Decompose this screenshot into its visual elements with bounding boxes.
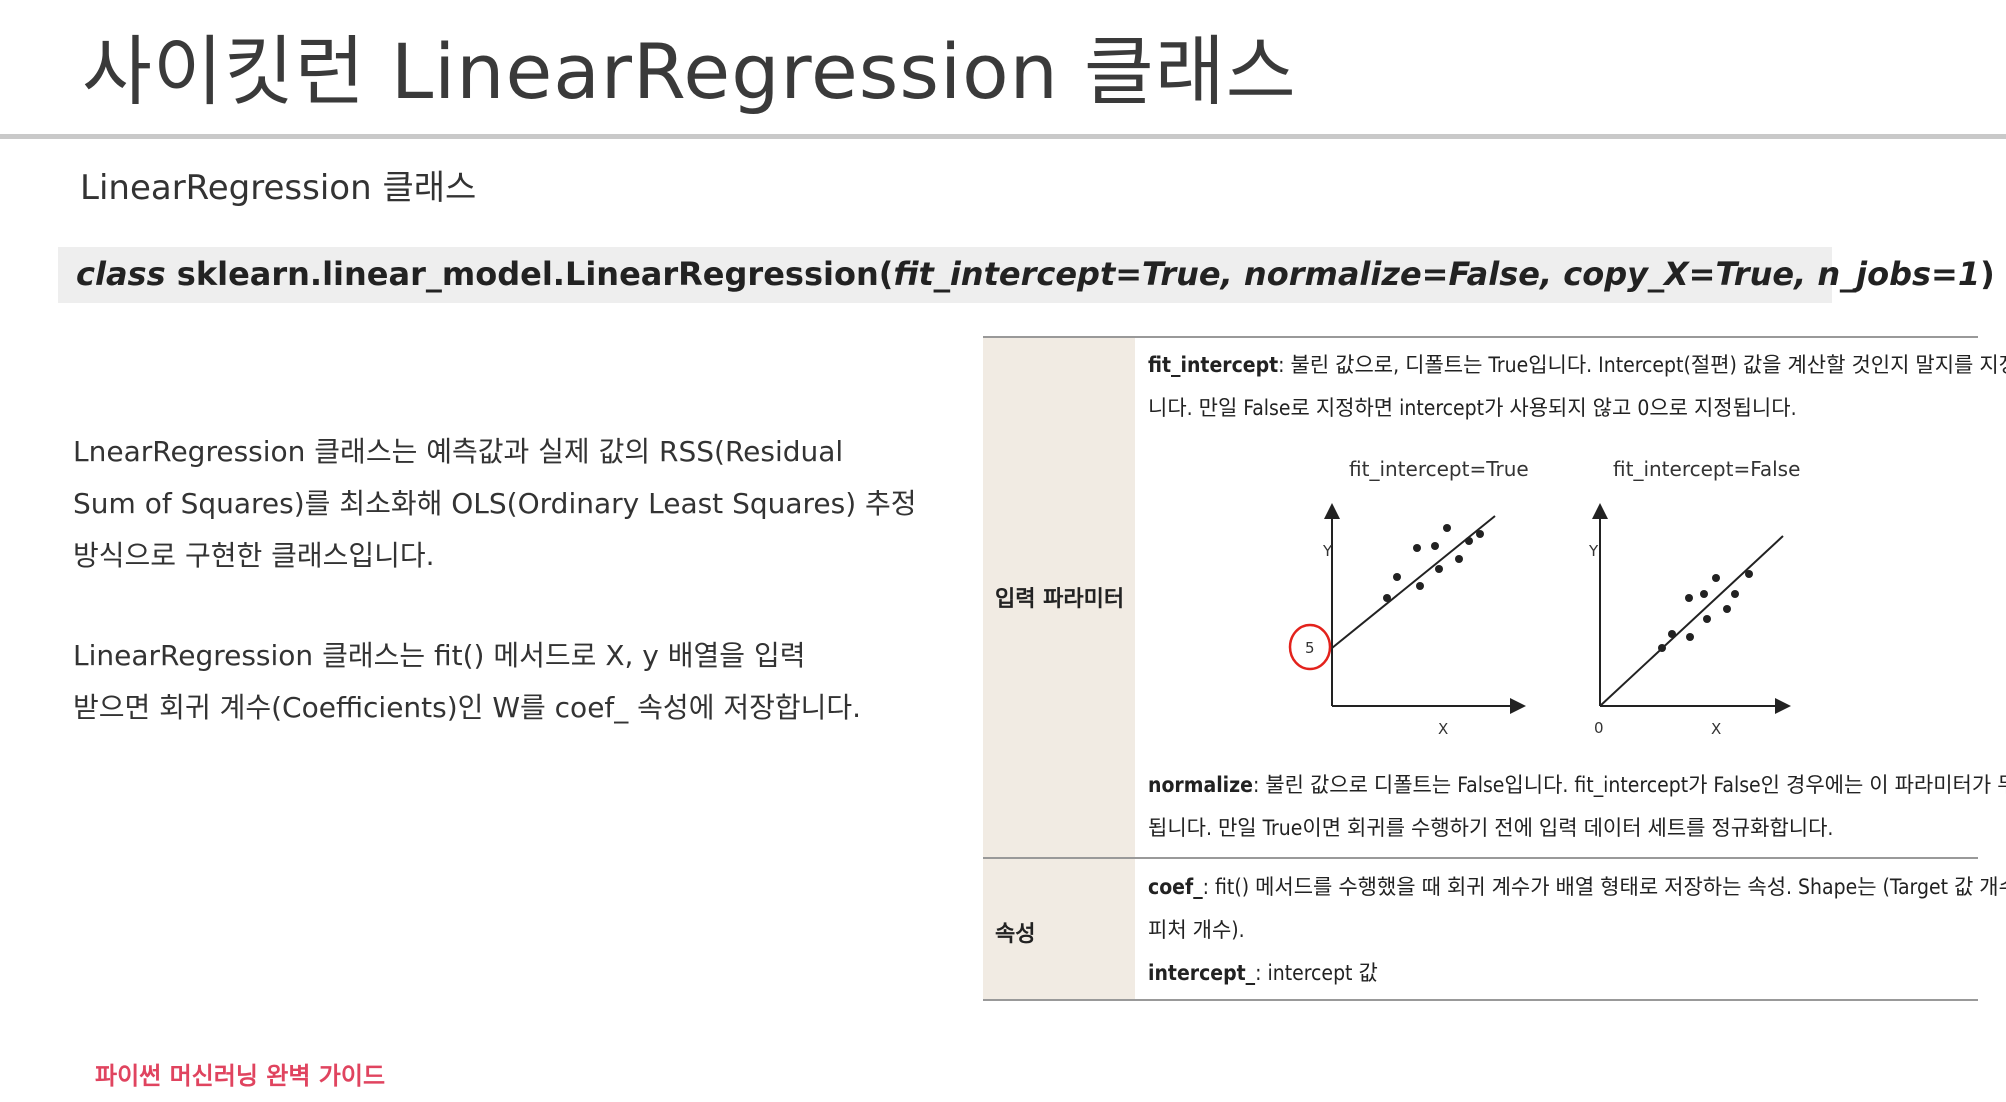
section-subtitle: LinearRegression 클래스 bbox=[80, 168, 477, 208]
paragraph-line: LnearRegression 클래스는 예측값과 실제 값의 RSS(Resi… bbox=[73, 426, 939, 478]
book-footer: 파이썬 머신러닝 완벽 가이드 bbox=[95, 1062, 386, 1090]
left-scatter-points bbox=[1383, 524, 1484, 602]
table-top-border bbox=[983, 336, 1978, 338]
left-plot-title: fit_intercept=True bbox=[1349, 457, 1529, 481]
paragraph-line: 받으면 회귀 계수(Coefficients)인 W를 coef_ 속성에 저장… bbox=[73, 691, 862, 724]
intercept-illustration: Y X 5 Y 0 X bbox=[1288, 503, 1791, 738]
description-paragraph: LnearRegression 클래스는 예측값과 실제 값의 RSS(Resi… bbox=[73, 426, 939, 582]
paragraph-line: 방식으로 구현한 클래스입니다. bbox=[73, 539, 435, 572]
right-x-label: X bbox=[1711, 720, 1721, 738]
desc-line: 니다. 만일 False로 지정하면 intercept가 사용되지 않고 0으… bbox=[1148, 396, 1797, 420]
desc-text: : 불린 값으로 디폴트는 False입니다. fit_intercept가 F… bbox=[1252, 773, 2006, 797]
desc-line: 피처 개수). bbox=[1148, 918, 1245, 942]
desc-line: 됩니다. 만일 True이면 회귀를 수행하기 전에 입력 데이터 세트를 정규… bbox=[1148, 816, 1834, 840]
desc-line: coef_: fit() 메서드를 수행했을 때 회귀 계수가 배열 형태로 저… bbox=[1148, 866, 2006, 909]
row-label-input-params: 입력 파라미터 bbox=[995, 587, 1125, 612]
desc-text: : intercept 값 bbox=[1255, 961, 1378, 985]
coef-description: coef_: fit() 메서드를 수행했을 때 회귀 계수가 배열 형태로 저… bbox=[1148, 866, 2006, 995]
label-column-params bbox=[983, 338, 1135, 857]
right-scatter-points bbox=[1658, 570, 1753, 652]
slide-title: 사이킷런 LinearRegression 클래스 bbox=[82, 27, 1297, 116]
normalize-description: normalize: 불린 값으로 디폴트는 False입니다. fit_int… bbox=[1148, 764, 2006, 850]
left-x-label: X bbox=[1438, 720, 1448, 738]
attr-name: coef_ bbox=[1148, 875, 1203, 899]
right-plot: Y 0 X bbox=[1588, 503, 1791, 738]
param-name: fit_intercept bbox=[1148, 353, 1279, 377]
row-divider bbox=[983, 857, 1978, 859]
class-signature-box: class sklearn.linear_model.LinearRegress… bbox=[58, 247, 1995, 303]
origin-label: 0 bbox=[1594, 719, 1604, 737]
table-bottom-border bbox=[983, 999, 1978, 1001]
desc-text: : 불린 값으로, 디폴트는 True입니다. Intercept(절편) 값을… bbox=[1278, 353, 2006, 377]
signature-params: fit_intercept=True, normalize=False, cop… bbox=[893, 255, 1981, 293]
desc-line: normalize: 불린 값으로 디폴트는 False입니다. fit_int… bbox=[1148, 764, 2006, 807]
parameter-table: 입력 파라미터 속성 fit_intercept: 불린 값으로, 디폴트는 T… bbox=[983, 336, 2006, 1002]
fit-intercept-description: fit_intercept: 불린 값으로, 디폴트는 True입니다. Int… bbox=[1148, 344, 2006, 430]
signature-close: ) bbox=[1980, 255, 1995, 293]
left-y-label: Y bbox=[1322, 542, 1333, 560]
paragraph-line: LinearRegression 클래스는 fit() 메서드로 X, y 배열… bbox=[73, 639, 806, 672]
desc-text: : fit() 메서드를 수행했을 때 회귀 계수가 배열 형태로 저장하는 속… bbox=[1202, 875, 2006, 899]
intercept-circle-annotation bbox=[1288, 623, 1332, 671]
signature-keyword: class bbox=[76, 255, 166, 293]
right-regression-line bbox=[1599, 535, 1784, 707]
right-y-label: Y bbox=[1588, 542, 1599, 560]
param-name: normalize bbox=[1148, 773, 1253, 797]
right-plot-title: fit_intercept=False bbox=[1613, 457, 1801, 481]
row-label-attributes: 속성 bbox=[995, 922, 1036, 947]
left-regression-line bbox=[1331, 515, 1496, 649]
signature-qualname: sklearn.linear_model.LinearRegression( bbox=[176, 255, 894, 293]
label-column-attributes bbox=[983, 859, 1135, 999]
class-signature: class sklearn.linear_model.LinearRegress… bbox=[76, 255, 1995, 293]
paragraph-line: Sum of Squares)를 최소화해 OLS(Ordinary Least… bbox=[73, 487, 917, 520]
attr-name: intercept_ bbox=[1148, 961, 1256, 985]
line-text: LnearRegression 클래스는 예측값과 실제 값의 RSS(Resi… bbox=[73, 435, 844, 468]
intercept-value-label: 5 bbox=[1305, 639, 1315, 657]
desc-line: intercept_: intercept 값 bbox=[1148, 952, 1964, 995]
left-plot: Y X 5 bbox=[1288, 503, 1526, 738]
title-divider bbox=[0, 134, 2006, 139]
fit-paragraph: LinearRegression 클래스는 fit() 메서드로 X, y 배열… bbox=[73, 630, 939, 734]
desc-line: fit_intercept: 불린 값으로, 디폴트는 True입니다. Int… bbox=[1148, 344, 2006, 387]
